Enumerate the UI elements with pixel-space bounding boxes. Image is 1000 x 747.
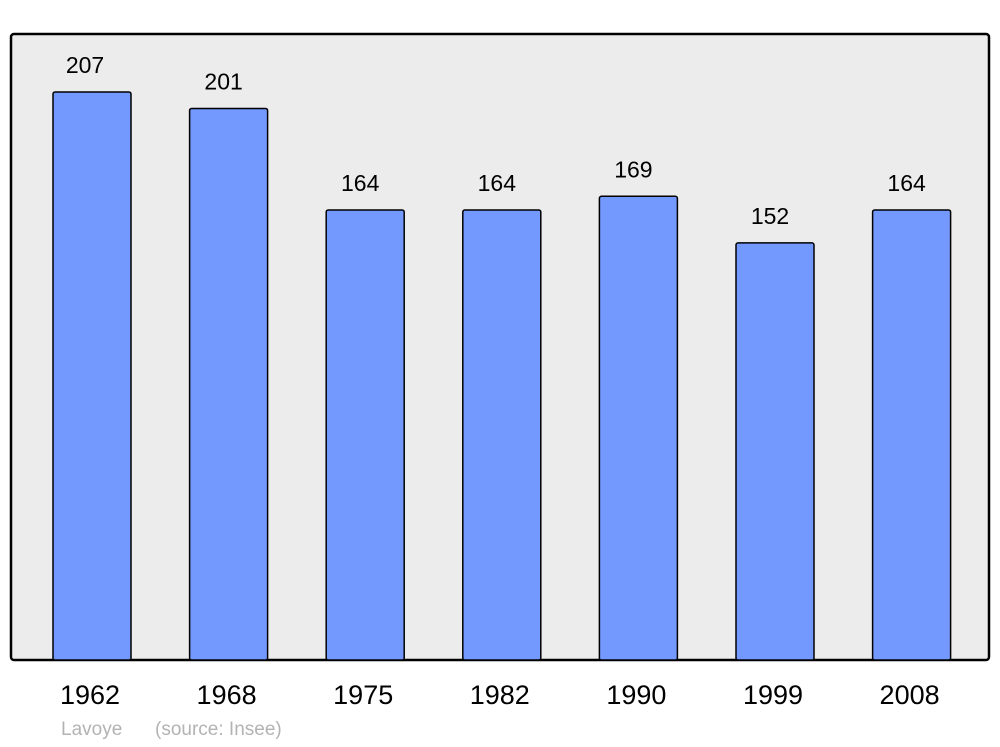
data-label-1968: 201 — [204, 68, 242, 94]
bar-2008 — [871, 209, 952, 661]
commune-name: Lavoye — [61, 719, 123, 740]
x-tick-label-1990: 1990 — [606, 680, 666, 710]
x-tick-label-1968: 1968 — [197, 680, 257, 710]
bar-1999 — [735, 242, 815, 661]
data-label-1962: 207 — [66, 52, 104, 78]
bar-1975 — [325, 209, 405, 661]
data-label-2008: 164 — [887, 170, 926, 196]
x-tick-label-1962: 1962 — [60, 680, 120, 710]
bar-1962 — [52, 91, 132, 661]
x-tick-label-2008: 2008 — [880, 680, 940, 710]
data-label-1975: 164 — [341, 170, 380, 196]
x-tick-label-1975: 1975 — [333, 680, 393, 710]
x-tick-label-1982: 1982 — [470, 680, 530, 710]
bar-1990 — [598, 195, 679, 661]
data-label-1982: 164 — [478, 170, 517, 196]
bar-1968 — [188, 107, 269, 661]
x-tick-label-1999: 1999 — [743, 680, 803, 710]
source-note: (source: Insee) — [155, 719, 282, 740]
data-label-1999: 152 — [751, 203, 789, 229]
data-label-1990: 169 — [614, 156, 652, 182]
bar-1982 — [462, 209, 542, 661]
